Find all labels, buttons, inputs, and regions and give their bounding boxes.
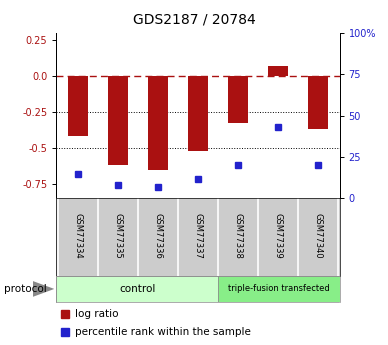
Bar [148,76,168,170]
Text: GSM77334: GSM77334 [74,213,83,258]
Bar [268,66,288,76]
Bar [228,76,248,124]
Text: GDS2187 / 20784: GDS2187 / 20784 [133,12,255,26]
Text: GSM77336: GSM77336 [154,213,163,258]
Bar [68,76,88,137]
Text: percentile rank within the sample: percentile rank within the sample [74,327,251,337]
Bar [108,76,128,165]
Text: control: control [119,284,155,294]
Text: GSM77338: GSM77338 [233,213,242,258]
Bar [308,76,327,129]
Text: GSM77339: GSM77339 [273,213,282,258]
Bar [218,276,340,302]
Text: log ratio: log ratio [74,309,118,319]
Text: GSM77337: GSM77337 [193,213,203,258]
Text: triple-fusion transfected: triple-fusion transfected [228,284,330,294]
Text: protocol: protocol [4,284,47,294]
Bar [188,76,208,151]
Text: GSM77335: GSM77335 [114,213,123,258]
Text: GSM77340: GSM77340 [313,213,322,258]
Polygon shape [33,281,54,297]
Bar [56,276,218,302]
